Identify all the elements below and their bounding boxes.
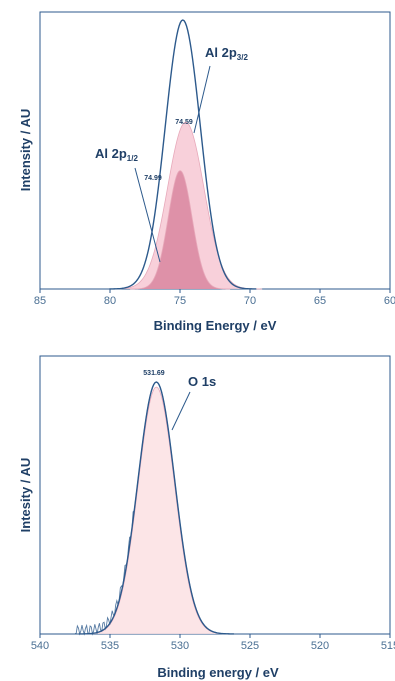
component-peaks-2 (79, 386, 233, 635)
chart-al2p: 85 80 75 70 65 60 Binding Energy / eV Intensi… (18, 11, 395, 333)
peak-label-74-99: 74.99 (144, 175, 162, 182)
x-tick-label: 80 (104, 295, 116, 307)
envelope-lines-1 (109, 19, 257, 290)
annotation-arrow-o1s (171, 391, 191, 431)
x-tick-label: 65 (314, 295, 326, 307)
envelope-line (109, 19, 257, 290)
x-tick-label: 75 (174, 295, 186, 307)
annotation-arrow-al2p32 (193, 65, 211, 134)
annotation-al2p32: Al 2p3/2 (205, 45, 248, 62)
component-peak-outline (130, 170, 231, 290)
envelope-lines-2 (74, 381, 238, 636)
x-tick-label: 530 (171, 640, 189, 652)
x-tick-label: 540 (31, 640, 49, 652)
x-tick-label: 85 (34, 295, 46, 307)
x-axis-title-1: Binding Energy / eV (154, 318, 277, 333)
y-axis-title-1: Intensity / AU (18, 109, 33, 192)
annotation-o1s: O 1s (188, 374, 216, 389)
peak-label-74-59: 74.59 (175, 119, 193, 126)
chart-o1s: 540 535 530 525 520 515 Binding energy / eV I… (18, 355, 395, 680)
x-ticks-1: 85 80 75 70 65 60 (34, 289, 395, 307)
annotation-arrow-al2p12 (134, 167, 161, 263)
y-axis-title-2: Intesity / AU (18, 458, 33, 533)
component-peaks-1 (109, 121, 263, 290)
x-tick-label: 525 (241, 640, 259, 652)
x-axis-title-2: Binding energy / eV (157, 665, 279, 680)
x-tick-label: 535 (101, 640, 119, 652)
annotation-al2p12: Al 2p1/2 (95, 146, 138, 163)
x-tick-label: 70 (244, 295, 256, 307)
plot-frame-2 (39, 355, 391, 635)
x-tick-label: 60 (384, 295, 395, 307)
component-peak-area (130, 170, 231, 289)
component-peak-outline (109, 121, 263, 290)
raw-data-line (74, 381, 238, 636)
x-tick-label: 520 (311, 640, 329, 652)
component-peak-area (79, 387, 233, 634)
peak-label-531-69: 531.69 (143, 370, 165, 377)
x-ticks-2: 540 535 530 525 520 515 (31, 634, 395, 652)
x-tick-label: 515 (381, 640, 395, 652)
